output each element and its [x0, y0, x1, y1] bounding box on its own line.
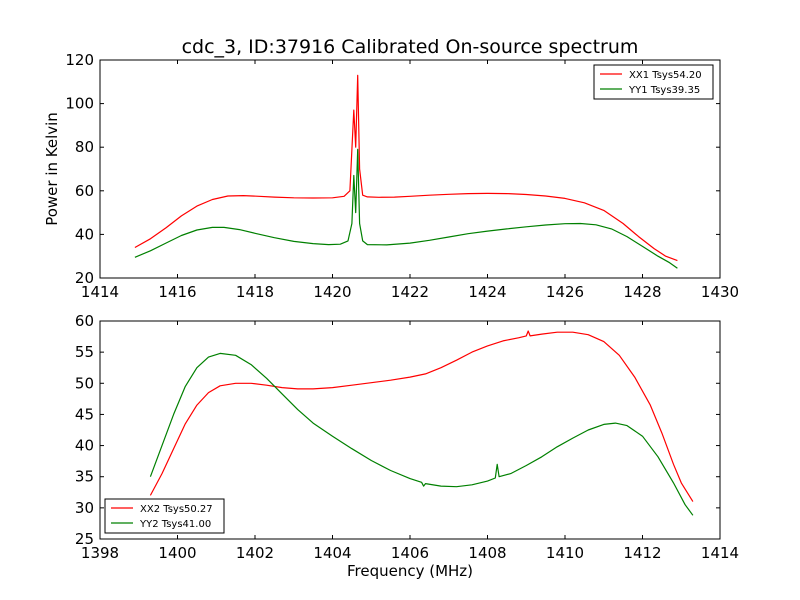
y-tick-label: 60 — [75, 182, 94, 200]
legend-box — [593, 64, 714, 100]
chart-title: cdc_3, ID:37916 Calibrated On-source spe… — [182, 36, 639, 58]
y-tick-label: 20 — [75, 269, 94, 287]
legend-entry: XX1 Tsys54.20 — [629, 70, 702, 81]
series-line-2 — [134, 148, 678, 269]
y-tick-label: 45 — [75, 405, 94, 423]
x-tick-label: 1404 — [313, 544, 351, 562]
x-tick-label: 1418 — [236, 283, 274, 301]
legend-entry: XX2 Tsys50.27 — [140, 504, 213, 515]
x-tick-label: 1422 — [391, 283, 429, 301]
x-tick-label: 1406 — [391, 544, 429, 562]
x-tick-label: 1428 — [623, 283, 661, 301]
x-axis-label: Frequency (MHz) — [347, 562, 473, 580]
y-tick-label: 30 — [75, 499, 94, 517]
x-tick-label: 1398 — [81, 544, 119, 562]
y-tick-label: 25 — [75, 530, 94, 548]
legend-box — [104, 498, 225, 534]
legend: XX2 Tsys50.27 YY2 Tsys41.00 — [104, 498, 225, 534]
x-tick-label: 1424 — [468, 283, 506, 301]
y-tick-label: 80 — [75, 138, 94, 156]
bottom-panel: 1398 1400 1402 1404 1406 1408 1410 1412 1414 25 30… — [75, 312, 739, 562]
x-tick-label: 1402 — [236, 544, 274, 562]
legend-entry: YY2 Tsys41.00 — [139, 519, 211, 530]
x-tick-label: 1400 — [158, 544, 196, 562]
y-tick-label: 120 — [65, 51, 94, 69]
y-tick-label: 40 — [75, 225, 94, 243]
series-line-1 — [149, 330, 694, 502]
y-tick-label: 35 — [75, 468, 94, 486]
series-line-1 — [134, 74, 678, 262]
x-tick-label: 1410 — [546, 544, 584, 562]
x-tick-label: 1412 — [623, 544, 661, 562]
y-tick-label: 40 — [75, 437, 94, 455]
x-tick-label: 1420 — [313, 283, 351, 301]
legend-entry: YY1 Tsys39.35 — [628, 85, 700, 96]
y-tick-label: 60 — [75, 312, 94, 330]
x-tick-label: 1414 — [81, 283, 119, 301]
y-tick-label: 50 — [75, 374, 94, 392]
x-tick-label: 1414 — [701, 544, 739, 562]
x-tick-label: 1408 — [468, 544, 506, 562]
y-tick-label: 100 — [65, 95, 94, 113]
legend: XX1 Tsys54.20 YY1 Tsys39.35 — [593, 64, 714, 100]
series-line-2 — [149, 352, 694, 516]
x-tick-label: 1426 — [546, 283, 584, 301]
x-tick-label: 1430 — [701, 283, 739, 301]
y-tick-label: 55 — [75, 343, 94, 361]
y-axis-label: Power in Kelvin — [43, 112, 61, 226]
top-panel: 1414 1416 1418 1420 1422 1424 1426 1428 1430 20 40… — [65, 51, 739, 301]
x-tick-label: 1416 — [158, 283, 196, 301]
